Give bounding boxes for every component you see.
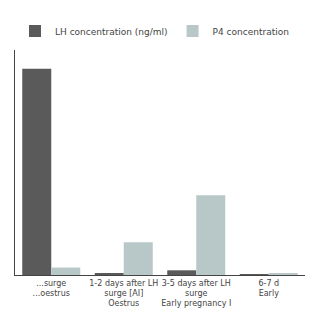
svg-text:3-5 days after LHsurgeEarly pr: 3-5 days after LHsurgeEarly pregnancy I: [161, 279, 231, 309]
svg-text:P4 concentration: P4 concentration: [213, 27, 289, 37]
svg-text:LH concentration (ng/ml): LH concentration (ng/ml): [55, 27, 168, 37]
svg-text:6-7 dEarly: 6-7 dEarly: [258, 279, 279, 298]
svg-text:1-2 days after LHsurge [AI]Oes: 1-2 days after LHsurge [AI]Oestrus: [89, 279, 158, 309]
svg-text:...surge...oestrus: ...surge...oestrus: [33, 279, 70, 298]
